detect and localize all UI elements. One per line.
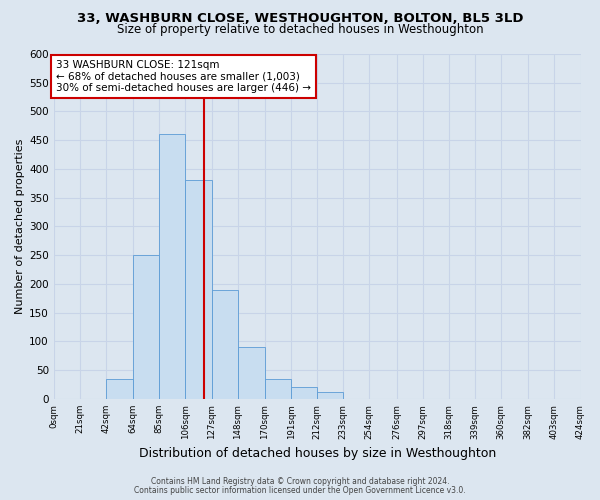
Y-axis label: Number of detached properties: Number of detached properties [15, 139, 25, 314]
Bar [160, 134, 185, 399]
Text: Contains HM Land Registry data © Crown copyright and database right 2024.: Contains HM Land Registry data © Crown c… [151, 477, 449, 486]
Bar [212, 290, 238, 399]
X-axis label: Distribution of detached houses by size in Westhoughton: Distribution of detached houses by size … [139, 447, 496, 460]
Text: 33, WASHBURN CLOSE, WESTHOUGHTON, BOLTON, BL5 3LD: 33, WASHBURN CLOSE, WESTHOUGHTON, BOLTON… [77, 12, 523, 26]
Bar [133, 255, 160, 399]
Text: Contains public sector information licensed under the Open Government Licence v3: Contains public sector information licen… [134, 486, 466, 495]
Bar [238, 347, 265, 399]
Bar [317, 392, 343, 399]
Text: 33 WASHBURN CLOSE: 121sqm
← 68% of detached houses are smaller (1,003)
30% of se: 33 WASHBURN CLOSE: 121sqm ← 68% of detac… [56, 60, 311, 93]
Bar [106, 379, 133, 399]
Bar [185, 180, 212, 399]
Text: Size of property relative to detached houses in Westhoughton: Size of property relative to detached ho… [116, 22, 484, 36]
Bar [265, 379, 291, 399]
Bar [291, 388, 317, 399]
